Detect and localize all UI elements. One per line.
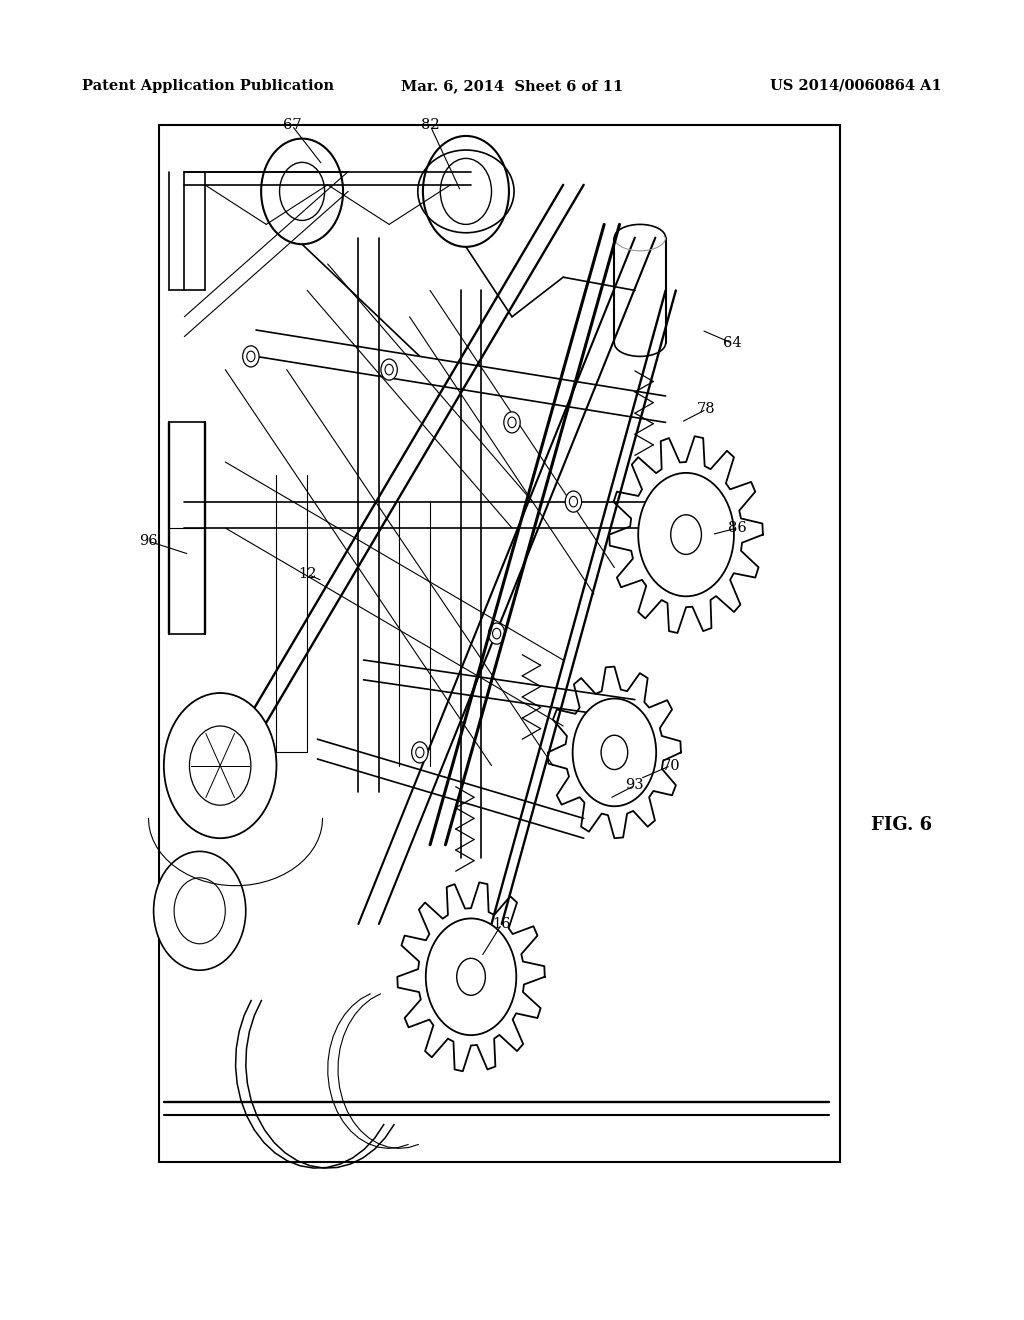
Circle shape [412,742,428,763]
Circle shape [504,412,520,433]
Text: Patent Application Publication: Patent Application Publication [82,79,334,92]
Text: 64: 64 [723,337,741,350]
Text: 96: 96 [139,535,158,548]
Circle shape [381,359,397,380]
Circle shape [488,623,505,644]
Circle shape [572,698,656,807]
Text: 12: 12 [298,568,316,581]
Circle shape [423,136,509,247]
Circle shape [385,364,393,375]
Text: 67: 67 [283,119,301,132]
Text: Mar. 6, 2014  Sheet 6 of 11: Mar. 6, 2014 Sheet 6 of 11 [400,79,624,92]
Text: 70: 70 [662,759,680,772]
Circle shape [154,851,246,970]
Text: 78: 78 [697,403,716,416]
Circle shape [569,496,578,507]
Circle shape [440,158,492,224]
Text: 86: 86 [728,521,746,535]
Circle shape [638,473,734,597]
Circle shape [457,958,485,995]
Circle shape [189,726,251,805]
Circle shape [565,491,582,512]
Text: US 2014/0060864 A1: US 2014/0060864 A1 [770,79,942,92]
Text: 93: 93 [626,779,644,792]
Circle shape [426,919,516,1035]
Text: FIG. 6: FIG. 6 [870,816,932,834]
Circle shape [601,735,628,770]
Circle shape [416,747,424,758]
Text: 16: 16 [493,917,511,931]
Circle shape [280,162,325,220]
Circle shape [493,628,501,639]
Text: 82: 82 [421,119,439,132]
Circle shape [508,417,516,428]
Circle shape [164,693,276,838]
Circle shape [671,515,701,554]
Circle shape [243,346,259,367]
Circle shape [174,878,225,944]
Circle shape [261,139,343,244]
Circle shape [247,351,255,362]
Bar [159,125,840,1162]
